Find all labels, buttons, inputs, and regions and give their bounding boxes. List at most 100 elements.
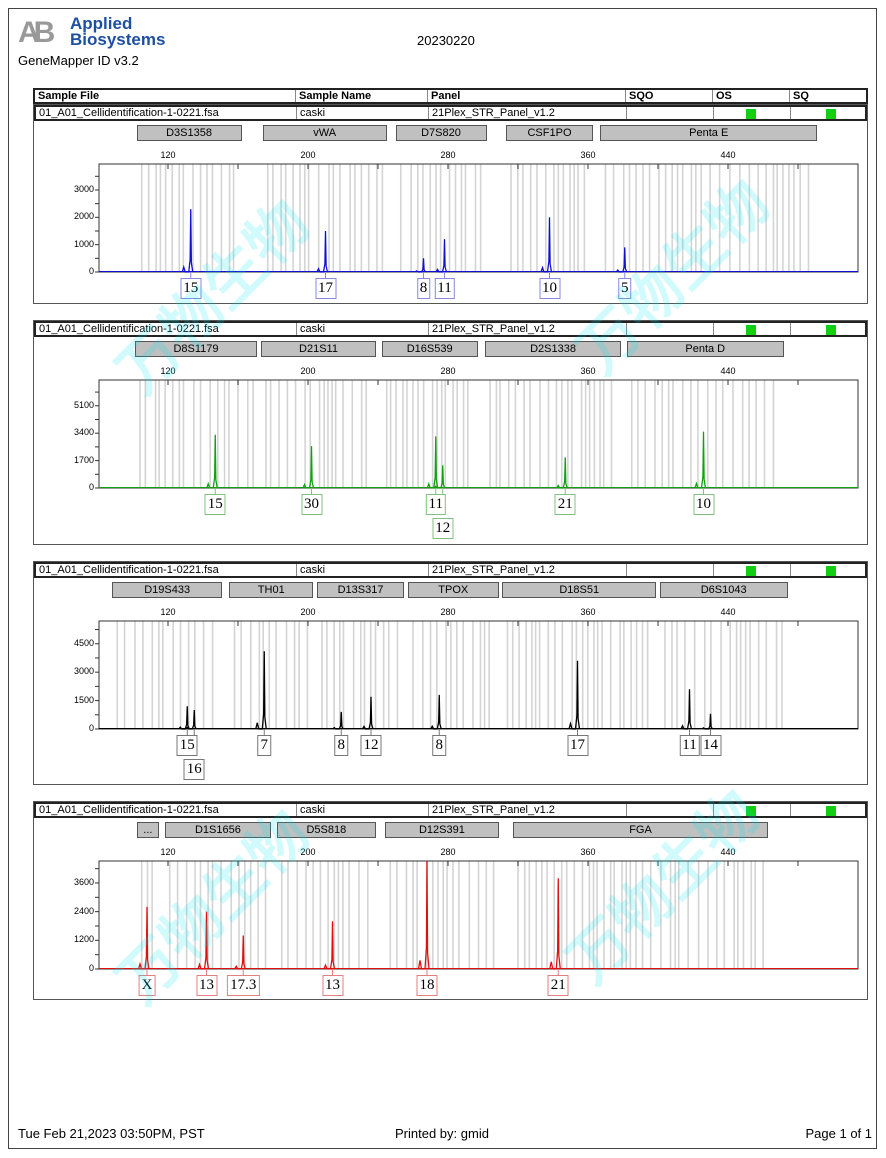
- sample-row[interactable]: 01_A01_Cellidentification-1-0221.fsa cask…: [34, 562, 867, 578]
- sq-quality-indicator: [826, 325, 836, 335]
- x-tick-label: 120: [160, 150, 176, 160]
- allele-label[interactable]: 12: [360, 735, 382, 756]
- allele-label[interactable]: 21: [547, 975, 569, 996]
- x-tick-label: 280: [440, 847, 456, 857]
- col-panel: Panel: [427, 90, 460, 102]
- peak: [426, 436, 439, 489]
- locus-marker-d19s433[interactable]: D19S433: [112, 582, 223, 598]
- locus-marker-d7s820[interactable]: D7S820: [395, 125, 487, 141]
- locus-marker-d1s1656[interactable]: D1S1656: [164, 822, 272, 838]
- sq-cell: [790, 107, 794, 119]
- allele-label[interactable]: 13: [322, 975, 343, 996]
- y-tick-label: 3000: [73, 666, 94, 677]
- sample-row[interactable]: 01_A01_Cellidentification-1-0221.fsa cask…: [34, 802, 867, 818]
- sample-name: caski: [296, 804, 325, 816]
- allele-label[interactable]: 10: [539, 278, 560, 299]
- allele-label[interactable]: 21: [554, 494, 576, 515]
- locus-marker-d5s818[interactable]: D5S818: [276, 822, 377, 838]
- allele-label[interactable]: 17: [567, 735, 588, 756]
- peak: [549, 878, 561, 970]
- peak: [361, 696, 374, 730]
- peak: [417, 861, 430, 970]
- peak: [234, 935, 246, 970]
- peak: [430, 694, 442, 730]
- locus-marker-d6s1043[interactable]: D6S1043: [659, 582, 788, 598]
- allele-label[interactable]: 10: [693, 494, 714, 515]
- peak: [197, 911, 210, 970]
- page-frame: [8, 8, 877, 1149]
- allele-label[interactable]: X: [138, 975, 156, 996]
- sqo-cell: [626, 107, 630, 119]
- allele-label[interactable]: 15: [180, 278, 202, 299]
- x-tick-label: 120: [160, 366, 176, 376]
- y-tick-label: 0: [88, 963, 94, 973]
- os-cell: [713, 323, 717, 335]
- allele-label[interactable]: 14: [700, 735, 721, 756]
- locus-marker-[interactable]: ...: [136, 822, 160, 838]
- sample-name: caski: [296, 323, 325, 335]
- x-tick-label: 360: [580, 607, 596, 617]
- x-tick-label: 280: [440, 366, 456, 376]
- locus-marker-d3s1358[interactable]: D3S1358: [136, 125, 242, 141]
- allele-label[interactable]: 17.3: [227, 975, 260, 996]
- locus-marker-d2s1338[interactable]: D2S1338: [484, 341, 622, 357]
- locus-marker-pentad[interactable]: Penta D: [626, 341, 784, 357]
- x-tick-label: 440: [720, 150, 736, 160]
- sample-file: 01_A01_Cellidentification-1-0221.fsa: [39, 564, 219, 576]
- locus-marker-vwa[interactable]: vWA: [262, 125, 387, 141]
- sample-file: 01_A01_Cellidentification-1-0221.fsa: [39, 323, 219, 335]
- x-tick-label: 360: [580, 150, 596, 160]
- sample-row[interactable]: 01_A01_Cellidentification-1-0221.fsa cask…: [34, 105, 867, 121]
- locus-marker-csf1po[interactable]: CSF1PO: [505, 125, 594, 141]
- panel-name: 21Plex_STR_Panel_v1.2: [428, 564, 555, 576]
- allele-label[interactable]: 11: [434, 278, 455, 299]
- allele-label[interactable]: 17: [315, 278, 336, 299]
- allele-label[interactable]: 5: [618, 278, 632, 299]
- allele-label[interactable]: 13: [196, 975, 217, 996]
- os-cell: [713, 107, 717, 119]
- peak: [433, 465, 446, 489]
- locus-marker-th01[interactable]: TH01: [229, 582, 314, 598]
- allele-label[interactable]: 15: [204, 494, 226, 515]
- allele-label[interactable]: 16: [183, 759, 205, 780]
- allele-label[interactable]: 11: [679, 735, 700, 756]
- locus-marker-d16s539[interactable]: D16S539: [381, 341, 478, 357]
- sample-file: 01_A01_Cellidentification-1-0221.fsa: [39, 107, 219, 119]
- peak: [302, 446, 315, 489]
- col-sq: SQ: [789, 90, 809, 102]
- allele-label[interactable]: 12: [432, 518, 454, 539]
- peak: [694, 431, 707, 489]
- col-sample-file: Sample File: [38, 90, 100, 102]
- y-tick-label: 1200: [73, 934, 94, 945]
- x-tick-label: 200: [300, 150, 316, 160]
- allele-label[interactable]: 8: [432, 735, 446, 756]
- allele-label[interactable]: 8: [334, 735, 348, 756]
- peak: [178, 706, 190, 730]
- allele-label[interactable]: 8: [416, 278, 431, 299]
- locus-marker-d13s317[interactable]: D13S317: [316, 582, 405, 598]
- peak: [332, 711, 344, 730]
- allele-label[interactable]: 7: [257, 735, 271, 756]
- locus-marker-fga[interactable]: FGA: [512, 822, 769, 838]
- locus-marker-d18s51[interactable]: D18S51: [502, 582, 657, 598]
- y-tick-label: 0: [88, 723, 94, 733]
- locus-marker-pentae[interactable]: Penta E: [600, 125, 818, 141]
- printed-by: Printed by: gmid: [395, 1126, 489, 1141]
- locus-marker-d8s1179[interactable]: D8S1179: [134, 341, 258, 357]
- locus-marker-d12s391[interactable]: D12S391: [385, 822, 499, 838]
- os-cell: [713, 564, 717, 576]
- locus-marker-tpox[interactable]: TPOX: [407, 582, 499, 598]
- allele-label[interactable]: 30: [301, 494, 322, 515]
- peak: [435, 239, 448, 273]
- allele-label[interactable]: 11: [425, 494, 446, 515]
- x-tick-label: 440: [720, 847, 736, 857]
- x-tick-label: 360: [580, 847, 596, 857]
- locus-marker-d21s11[interactable]: D21S11: [260, 341, 377, 357]
- plot-area: [95, 163, 859, 280]
- sample-file: 01_A01_Cellidentification-1-0221.fsa: [39, 804, 219, 816]
- allele-label[interactable]: 15: [176, 735, 198, 756]
- sq-quality-indicator: [826, 806, 836, 816]
- sample-row[interactable]: 01_A01_Cellidentification-1-0221.fsa cask…: [34, 321, 867, 337]
- sq-cell: [790, 804, 794, 816]
- allele-label[interactable]: 18: [416, 975, 438, 996]
